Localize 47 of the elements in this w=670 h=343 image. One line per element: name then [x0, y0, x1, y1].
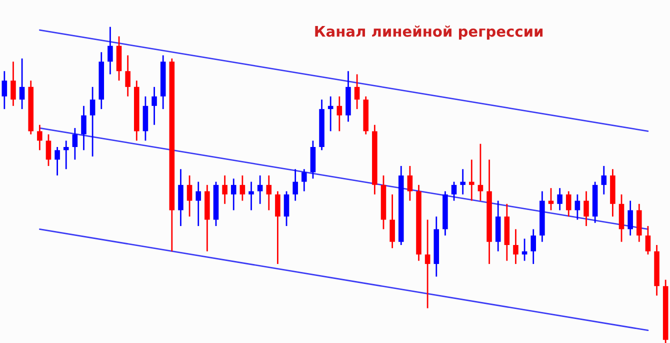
candlestick — [19, 58, 25, 110]
candlestick — [574, 194, 580, 220]
candlestick — [2, 70, 8, 110]
candlestick — [548, 187, 554, 211]
candlestick — [54, 146, 60, 176]
candlestick — [90, 86, 96, 158]
candlestick — [645, 225, 651, 256]
candlestick — [390, 194, 395, 249]
candlestick — [284, 190, 290, 227]
candlestick — [275, 190, 280, 265]
candlestick — [63, 140, 69, 170]
candlestick — [557, 187, 562, 211]
candlestick — [108, 26, 113, 75]
candlestick — [186, 174, 192, 218]
candlestick — [230, 178, 236, 211]
candlestick — [469, 158, 474, 202]
candlestick — [451, 181, 457, 202]
candlestick — [266, 174, 272, 211]
candlestick — [46, 134, 52, 167]
candlestick — [125, 54, 130, 98]
candlestick — [424, 219, 430, 309]
chart-title: Канал линейной регрессии — [315, 25, 543, 40]
candlestick — [292, 168, 298, 202]
candlestick — [530, 228, 536, 265]
candlestick — [37, 124, 42, 151]
candlestick — [240, 174, 246, 202]
candlestick — [522, 238, 528, 262]
candlestick — [328, 96, 334, 132]
candlestick — [10, 60, 16, 107]
candlestick — [513, 228, 518, 265]
candlestick — [257, 174, 263, 205]
candlestick — [248, 181, 254, 211]
candlestick — [81, 105, 86, 151]
candlestick — [584, 190, 589, 227]
candlestick — [72, 127, 78, 160]
candlestick — [407, 165, 413, 202]
candlestick — [628, 200, 633, 236]
candlestick — [222, 174, 228, 205]
candlestick — [302, 168, 307, 192]
candlestick — [354, 74, 360, 110]
candlestick — [566, 190, 572, 218]
candlestick — [460, 168, 466, 196]
candlestick — [152, 86, 157, 126]
candlestick — [478, 143, 484, 202]
candlestick — [196, 181, 201, 227]
candlestick — [336, 96, 342, 132]
candlestick — [601, 165, 607, 196]
